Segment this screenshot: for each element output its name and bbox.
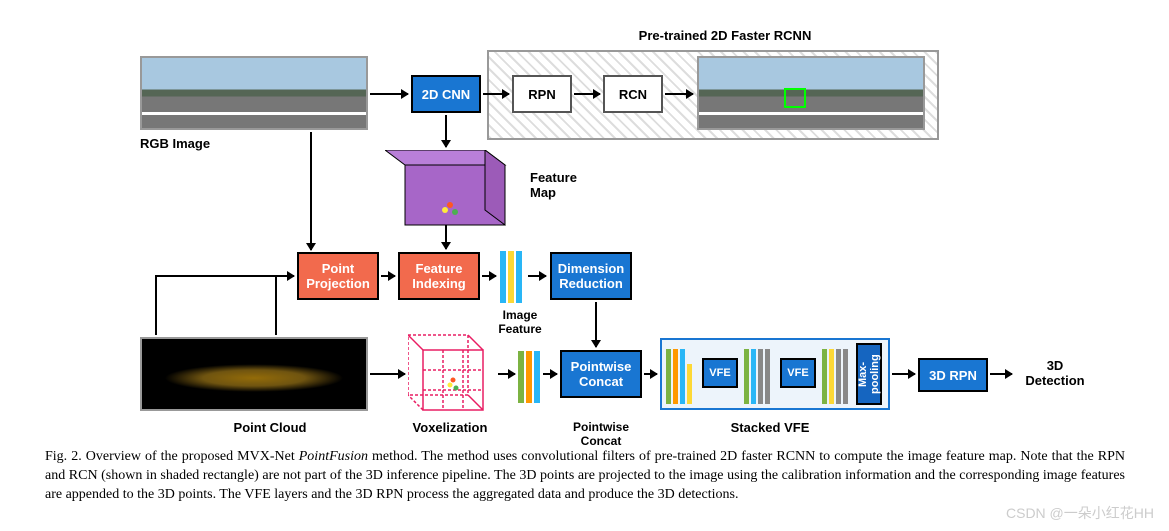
vfe-bars-1 [666,346,692,404]
arrow-bars-pwc [543,373,557,375]
arrow-vfe-rpn3d [892,373,915,375]
arrow-pc-voxel [370,373,405,375]
featuremap-cube [385,150,525,230]
arrow-dr-pwc [595,302,597,347]
vfe-bars-2 [744,346,770,404]
pointwise-concat-label: Pointwise Concat [560,420,642,448]
image-feature-bars [500,248,522,303]
figure-caption: Fig. 2. Overview of the proposed MVX-Net… [45,448,1125,505]
voxel-output-bars [518,348,540,403]
pointwise-concat-box: Pointwise Concat [560,350,642,398]
arrow-rpn-rcn [574,93,600,95]
dimension-reduction-box: Dimension Reduction [550,252,632,300]
arrow-pp-fi [381,275,395,277]
pretrained-label: Pre-trained 2D Faster RCNN [600,28,850,43]
rpn3d-box: 3D RPN [918,358,988,392]
arrow-fi-bars [482,275,496,277]
arrow-rgb-pp-v [310,132,312,250]
watermark: CSDN @一朵小红花HH [1006,503,1154,523]
arrow-cnn-featmap [445,115,447,147]
arrow-pc-pp-h2 [155,275,275,277]
cnn-box: 2D CNN [411,75,481,113]
arrow-cnn-rpn [483,93,509,95]
voxelization-cube [408,330,498,415]
rcn-box: RCN [603,75,663,113]
featuremap-label: Feature Map [530,170,600,200]
feature-indexing-box: Feature Indexing [398,252,480,300]
rgb-image [140,56,368,130]
arrow-featmap-featidx [445,225,447,249]
vfe-bars-3 [822,346,848,404]
detection-box-icon [784,88,806,108]
output-image [697,56,925,130]
arrow-bars-dr [528,275,546,277]
diagram-root: Pre-trained 2D Faster RCNN RGB Image 2D … [0,0,1169,450]
arrow-pc-pp-v [275,275,277,335]
vfe-box-2: VFE [780,358,816,388]
stacked-vfe-label: Stacked VFE [710,420,830,435]
detection3d-label: 3D Detection [1015,358,1095,388]
arrow-pwc-vfe [644,373,657,375]
pointcloud-image [140,337,368,411]
arrow-rcn-img [665,93,693,95]
voxelization-label: Voxelization [400,420,500,435]
pointcloud-label: Point Cloud [220,420,320,435]
arrow-rpn3d-det [990,373,1012,375]
arrow-voxel-bars [498,373,515,375]
caption-italic: PointFusion [299,449,368,464]
rpn-box: RPN [512,75,572,113]
arrow-pc-pp-h [275,275,294,277]
arrow-pc-pp-v2 [155,275,157,335]
vfe-box-1: VFE [702,358,738,388]
arrow-rgb-cnn [370,93,408,95]
rgb-image-label: RGB Image [140,136,240,151]
point-projection-box: Point Projection [297,252,379,300]
maxpool-box: Max-pooling [856,343,882,405]
caption-prefix: Fig. 2. Overview of the proposed MVX-Net [45,449,299,464]
